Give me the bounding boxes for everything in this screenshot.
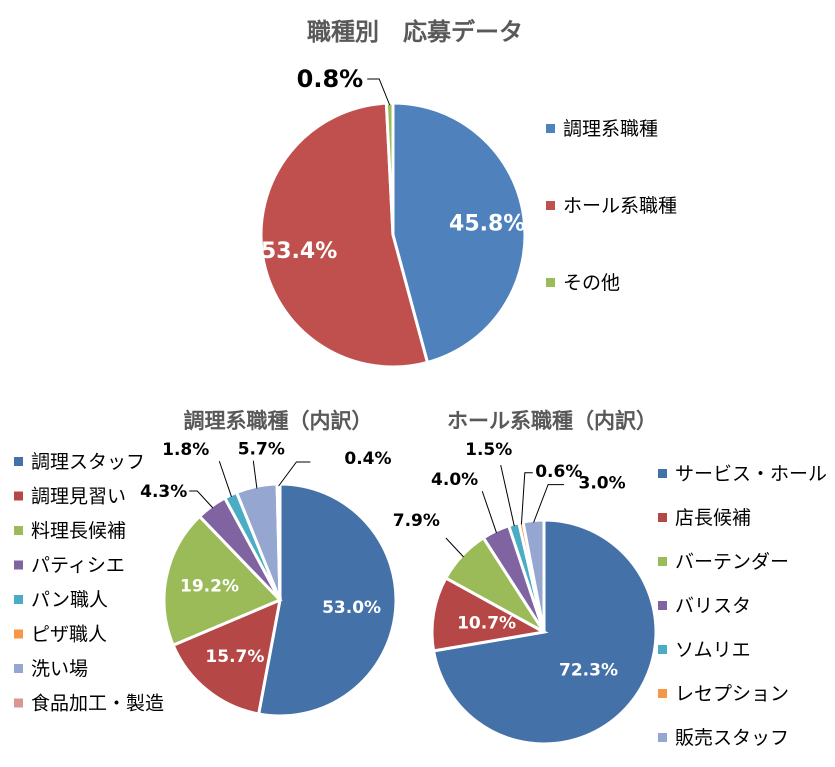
overall-slice <box>391 101 527 365</box>
hall-leader-line <box>520 472 533 525</box>
overall-legend-swatch <box>546 278 555 287</box>
hall-data-label: 1.5% <box>465 440 512 460</box>
overall-legend-swatch <box>546 201 555 210</box>
overall-data-label: 45.8% <box>449 211 525 236</box>
overall-data-label: 53.4% <box>261 239 337 264</box>
kitchen-legend-label: ピザ職人 <box>31 624 107 646</box>
hall-leader-line <box>481 490 497 533</box>
hall-leader-line <box>500 464 515 527</box>
chart-hall-title: ホール系職種（内訳） <box>447 409 657 433</box>
kitchen-legend-label: 食品加工・製造 <box>31 693 164 715</box>
hall-leader-line <box>445 537 464 558</box>
overall-legend-label: ホール系職種 <box>563 195 677 217</box>
overall-legend-swatch <box>546 124 555 133</box>
hall-data-label: 3.0% <box>579 474 626 494</box>
kitchen-data-label: 5.7% <box>238 440 285 460</box>
overall-data-label: 0.8% <box>297 65 364 93</box>
hall-slice <box>521 518 546 633</box>
kitchen-legend-label: パン職人 <box>31 589 108 611</box>
chart-hall: ホール系職種（内訳） 72.3% 10.7% 7.9% 4.0% 1.5% 0.6%3.0… <box>393 409 827 749</box>
hall-legend-label: 店長候補 <box>675 507 751 529</box>
hall-data-label: 72.3% <box>559 661 618 681</box>
hall-legend-swatch <box>658 601 667 610</box>
hall-legend-swatch <box>658 689 667 698</box>
kitchen-data-label: 53.0% <box>322 598 381 618</box>
kitchen-legend-swatch <box>14 595 23 604</box>
chart-overall-slices <box>259 101 527 369</box>
chart-kitchen-title: 調理系職種（内訳） <box>184 409 373 433</box>
chart-hall-slices <box>430 518 658 746</box>
hall-legend-swatch <box>658 645 667 654</box>
kitchen-legend-swatch <box>14 526 23 535</box>
overall-slice <box>384 101 395 236</box>
chart-overall-title: 職種別 応募データ <box>307 18 523 46</box>
chart-hall-labels: 72.3% 10.7% 7.9% 4.0% 1.5% 0.6%3.0% <box>393 440 626 681</box>
hall-legend-label: 販売スタッフ <box>675 727 789 749</box>
overall-leader-line <box>367 78 391 106</box>
kitchen-leader-line <box>252 460 258 489</box>
kitchen-slice <box>162 514 283 648</box>
overall-legend-label: 調理系職種 <box>563 118 658 140</box>
hall-legend-label: バーテンダー <box>675 551 789 573</box>
hall-data-label: 10.7% <box>457 614 516 634</box>
kitchen-data-label: 15.7% <box>205 647 264 667</box>
hall-legend-swatch <box>658 469 667 478</box>
kitchen-leader-line <box>278 461 311 487</box>
chart-overall-labels: 45.8% 53.4% 0.8% <box>261 65 525 264</box>
hall-data-label: 4.0% <box>431 470 478 490</box>
kitchen-data-label: 19.2% <box>180 577 239 597</box>
kitchen-legend-swatch <box>14 664 23 673</box>
overall-legend-label: その他 <box>563 272 620 294</box>
kitchen-legend-swatch <box>14 560 23 570</box>
hall-legend-label: バリスタ <box>675 595 751 617</box>
hall-data-label: 0.6% <box>535 462 582 482</box>
kitchen-legend-label: 料理長候補 <box>31 520 126 542</box>
hall-legend-label: サービス・ホール <box>675 463 827 485</box>
kitchen-legend-swatch <box>14 457 23 466</box>
kitchen-data-label: 1.8% <box>162 440 209 460</box>
kitchen-data-label: 0.4% <box>344 449 391 469</box>
chart-kitchen-labels: 53.0% 15.7% 19.2% 4.3% 1.8% 5.7% 0.4% <box>140 440 391 667</box>
kitchen-legend-swatch <box>14 491 23 501</box>
kitchen-leader-line <box>218 460 232 497</box>
kitchen-legend-swatch <box>14 698 23 708</box>
hall-legend-swatch <box>658 513 667 522</box>
hall-leader-line <box>533 484 565 523</box>
kitchen-legend-label: 調理スタッフ <box>31 451 145 473</box>
kitchen-data-label: 4.3% <box>140 482 187 502</box>
hall-legend-label: ソムリエ <box>675 639 751 661</box>
chart-kitchen: 調理系職種（内訳） 53.0% 15.7% 19.2% 4.3% 1.8% 5.7% 0.4… <box>14 409 398 718</box>
kitchen-leader-line <box>189 490 214 509</box>
hall-data-label: 7.9% <box>393 511 440 531</box>
kitchen-legend-label: 洗い場 <box>31 658 88 680</box>
hall-legend-swatch <box>658 557 667 566</box>
kitchen-slice <box>256 482 398 718</box>
kitchen-legend-swatch <box>14 629 23 639</box>
overall-slice <box>259 101 430 369</box>
hall-legend-label: レセプション <box>675 683 789 705</box>
kitchen-legend-label: パティシエ <box>31 555 125 577</box>
hall-legend-swatch <box>658 733 667 742</box>
kitchen-legend-label: 調理見習い <box>31 486 126 508</box>
chart-kitchen-slices <box>162 482 398 718</box>
kitchen-slice <box>171 597 282 716</box>
